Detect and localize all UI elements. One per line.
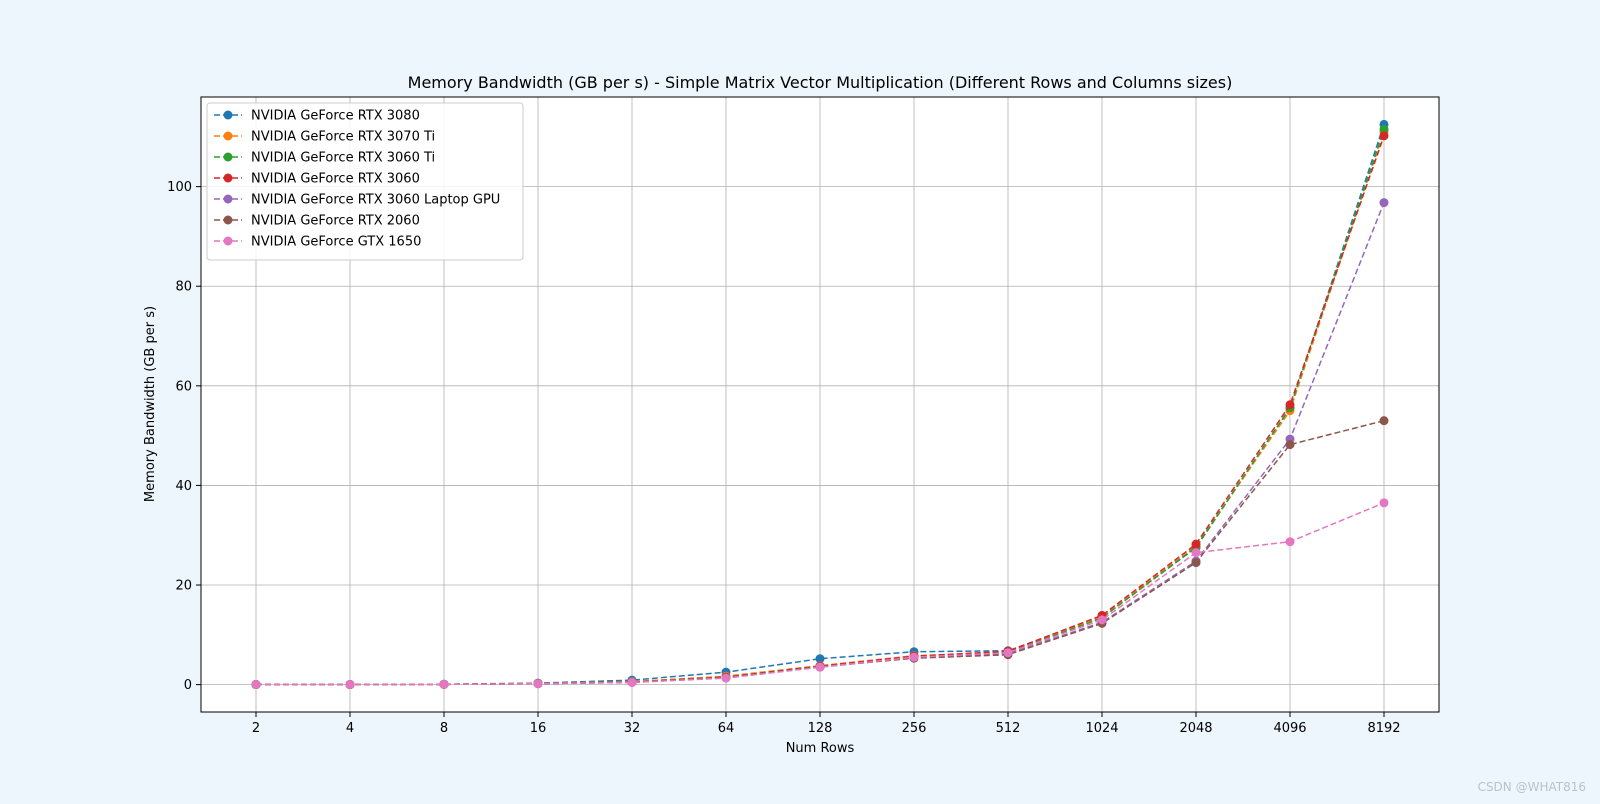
data-point [533,679,543,689]
x-tick-label: 2048 [1179,721,1212,736]
legend-marker [223,173,233,183]
chart-title: Memory Bandwidth (GB per s) - Simple Mat… [408,73,1233,92]
x-tick-label: 1024 [1085,721,1118,736]
legend-marker [223,131,233,141]
data-point [1379,498,1389,508]
legend-label: NVIDIA GeForce RTX 3060 Ti [251,151,435,166]
legend-entry: NVIDIA GeForce GTX 1650 [214,235,421,250]
legend-label: NVIDIA GeForce RTX 3070 Ti [251,130,435,145]
legend: NVIDIA GeForce RTX 3080 NVIDIA GeForce RT… [206,102,524,261]
legend-marker [223,215,233,225]
series [251,498,1389,690]
y-axis-label: Memory Bandwidth (GB per s) [143,306,158,502]
legend-label: NVIDIA GeForce RTX 3060 [251,172,420,187]
data-point [815,662,825,672]
legend-entry: NVIDIA GeForce RTX 3070 Ti [214,130,435,145]
data-point [1191,558,1201,568]
x-tick-label: 8 [440,721,448,736]
data-point [1379,124,1389,134]
x-tick-label: 32 [624,721,641,736]
legend-label: NVIDIA GeForce RTX 3060 Laptop GPU [251,193,500,208]
x-tick-label: 4096 [1273,721,1306,736]
legend-entry: NVIDIA GeForce RTX 3060 Ti [214,151,435,166]
data-point [721,673,731,683]
data-point [1097,615,1107,625]
data-point [627,677,637,687]
data-point [1285,440,1295,450]
data-point [1285,400,1295,410]
x-axis-label: Num Rows [786,741,855,756]
x-tick-label: 256 [902,721,927,736]
x-tick-label: 16 [530,721,547,736]
legend-marker [223,236,233,246]
y-tick-label: 20 [175,579,192,594]
legend-marker [223,110,233,120]
x-tick-label: 2 [252,721,260,736]
legend-entry: NVIDIA GeForce RTX 3060 [214,172,420,187]
x-tick-label: 4 [346,721,354,736]
legend-label: NVIDIA GeForce RTX 2060 [251,214,420,229]
x-tick-label: 128 [808,721,833,736]
data-point [345,680,355,690]
x-tick-label: 8192 [1367,721,1400,736]
legend-label: NVIDIA GeForce GTX 1650 [251,235,421,250]
data-point [1003,648,1013,658]
y-tick-label: 40 [175,479,192,494]
data-point [251,680,261,690]
data-point [1379,198,1389,208]
legend-entry: NVIDIA GeForce RTX 3060 Laptop GPU [214,193,500,208]
legend-entry: NVIDIA GeForce RTX 3080 [214,109,420,124]
data-point [815,654,825,664]
legend-entry: NVIDIA GeForce RTX 2060 [214,214,420,229]
legend-marker [223,152,233,162]
data-point [1379,131,1389,141]
y-tick-label: 0 [184,678,192,693]
y-tick-label: 80 [175,280,192,295]
series-group [251,119,1389,690]
y-tick-label: 60 [175,379,192,394]
watermark: CSDN @WHAT816 [1477,780,1586,794]
data-point [1191,539,1201,549]
legend-box [206,102,524,261]
x-tick-label: 512 [996,721,1021,736]
data-point [1379,416,1389,426]
y-tick-label: 100 [167,180,192,195]
data-point [1285,537,1295,547]
data-point [439,679,449,689]
x-tick-label: 64 [718,721,735,736]
legend-label: NVIDIA GeForce RTX 3080 [251,109,420,124]
data-point [909,652,919,662]
data-point [1191,548,1201,558]
axes: 2 4 8 16 32 64 128 256 512 1024 2048 4096 8192 0 20 40 6… [167,180,1400,736]
legend-marker [223,194,233,204]
